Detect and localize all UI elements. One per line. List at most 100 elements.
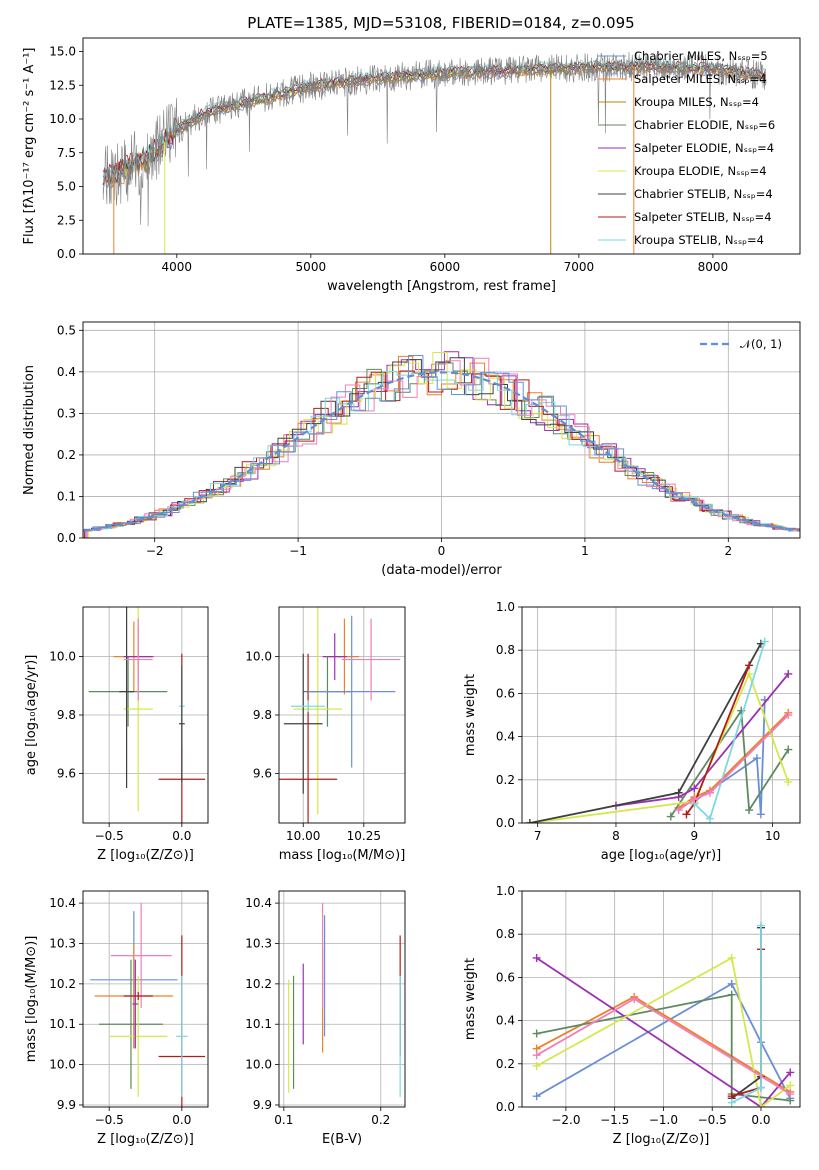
- y-tick-label: 0.4: [496, 1014, 515, 1028]
- y-tick-label: 9.6: [57, 766, 76, 780]
- weight-point-marker: [760, 637, 769, 646]
- y-axis-label: mass [log₁₀(M/M⊙)]: [24, 936, 39, 1063]
- x-tick-label: −1.0: [649, 1113, 678, 1127]
- residuals-plot-area: [83, 351, 800, 538]
- y-tick-label: 10.0: [49, 650, 76, 664]
- weight-point-marker: [727, 990, 736, 999]
- errorbar-point: [322, 633, 347, 680]
- gaussian-curve: [83, 371, 800, 532]
- weight-point-marker: [674, 788, 683, 797]
- y-tick-label: 9.9: [253, 1098, 272, 1112]
- y-tick-label: 0.2: [57, 448, 76, 462]
- axes-frame: [82, 321, 801, 539]
- y-tick-label: 1.0: [496, 884, 515, 898]
- x-tick-label: −2: [146, 544, 164, 558]
- x-tick-label: −0.5: [95, 1113, 124, 1127]
- weight_vs_age-plot-area: [525, 637, 793, 823]
- weight-point-marker: [727, 953, 736, 962]
- legend-label: Salpeter MILES, Nₛₛₚ=4: [634, 72, 767, 86]
- axes-frame: [278, 606, 406, 824]
- x-tick-label: −0.5: [95, 829, 124, 843]
- x-axis-label: wavelength [Angstrom, rest frame]: [327, 279, 556, 294]
- y-tick-label: 9.8: [57, 708, 76, 722]
- mass_vs_EBV-plot-area: [288, 903, 401, 1097]
- weight-point-marker: [786, 1090, 795, 1099]
- y-tick-label: 0.8: [496, 927, 515, 941]
- weight-point-marker: [532, 1061, 541, 1070]
- weight-series-line: [693, 699, 766, 815]
- age_vs_Z-panel: −0.5 0.0 9.6 9.8 10.0 Z [log₁₀(Z/Z⊙)] age [log…: [24, 606, 209, 863]
- errorbar-point: [176, 975, 188, 1097]
- y-axis-label: Normed distribution: [22, 365, 37, 495]
- legend-label: Kroupa ELODIE, Nₛₛₚ=4: [634, 164, 767, 178]
- weight-point-marker: [532, 1051, 541, 1060]
- histogram-series: [88, 352, 800, 538]
- y-tick-label: 5.0: [57, 180, 76, 194]
- x-axis-label: Z [log₁₀(Z/Z⊙)]: [97, 1132, 194, 1147]
- y-tick-label: 0.6: [496, 970, 515, 984]
- errorbar-point: [98, 959, 163, 1089]
- y-tick-label: 0.0: [496, 1100, 515, 1114]
- y-tick-label: 10.4: [245, 896, 272, 910]
- x-tick-label: 2: [724, 544, 732, 558]
- mass_vs_Z-plot-area: [90, 903, 206, 1107]
- age_vs_mass-panel: 10.00 10.25 9.6 9.8 10.0 mass [log₁₀(M/M⊙)]: [245, 606, 406, 863]
- weight-point-marker: [532, 1092, 541, 1101]
- y-tick-label: 12.5: [49, 78, 76, 92]
- weight-point-marker: [756, 1083, 765, 1092]
- y-tick-label: 10.0: [245, 650, 272, 664]
- y-axis-label: Flux [fλ10⁻¹⁷ erg cm⁻² s⁻¹ A⁻¹]: [22, 48, 37, 245]
- weight_vs_age-panel: 7 8 9 10 0.0 0.2 0.4 0.6 0.8 1.0 age [log₁₀(age/yr…: [463, 600, 801, 863]
- age_vs_Z-plot-area: [88, 607, 206, 823]
- residuals-panel: −2 −1 0 1 2 0.0 0.1 0.2 0.3 0.4 0.5 (data-model)/er…: [22, 321, 801, 578]
- age_vs_mass-plot-area: [279, 607, 401, 823]
- x-tick-label: 0.0: [751, 1113, 770, 1127]
- weight-series-line: [536, 982, 791, 1099]
- weight-point-marker: [682, 810, 691, 819]
- y-tick-label: 9.9: [57, 1098, 76, 1112]
- y-tick-label: 10.3: [245, 936, 272, 950]
- axes-frame: [82, 890, 209, 1108]
- histogram-series: [83, 371, 799, 531]
- weight-point-marker: [786, 1068, 795, 1077]
- x-axis-label: (data-model)/error: [381, 563, 502, 578]
- x-axis-label: Z [log₁₀(Z/Z⊙)]: [613, 1132, 710, 1147]
- x-axis-label: age [log₁₀(age/yr)]: [601, 848, 722, 863]
- y-tick-label: 0.1: [57, 489, 76, 503]
- errorbar-point: [178, 665, 185, 783]
- x-axis-label: mass [log₁₀(M/M⊙)]: [279, 848, 406, 863]
- y-tick-label: 0.4: [496, 730, 515, 744]
- x-tick-label: 1: [581, 544, 589, 558]
- weight-series-line: [615, 673, 789, 807]
- axes-frame: [82, 606, 209, 824]
- histogram-series: [86, 357, 800, 538]
- weight-point-marker: [674, 806, 683, 815]
- weight-series-line: [536, 957, 791, 1107]
- x-axis-label: Z [log₁₀(Z/Z⊙)]: [97, 848, 194, 863]
- mass_vs_Z-panel: −0.5 0.0 9.9 10.0 10.1 10.2 10.3 10.4 Z [log₁₀(Z…: [24, 890, 209, 1147]
- y-tick-label: 9.8: [253, 708, 272, 722]
- residuals-legend: 𝒩(0, 1): [700, 337, 782, 351]
- weight-point-marker: [705, 788, 714, 797]
- spectrum-panel: 4000 5000 6000 7000 8000 0.0 2.5 5.0 7.5 10.0 12.5…: [22, 37, 801, 294]
- weight-series-line: [678, 712, 789, 809]
- weight-series-line: [670, 708, 790, 817]
- y-tick-label: 0.2: [496, 1057, 515, 1071]
- weight-point-marker: [630, 995, 639, 1003]
- x-tick-label: 4000: [162, 260, 193, 274]
- weight-point-marker: [756, 921, 765, 930]
- weight-point-marker: [690, 784, 699, 793]
- y-axis-label: mass weight: [463, 674, 478, 756]
- legend-label: Kroupa STELIB, Nₛₛₚ=4: [634, 233, 764, 247]
- y-tick-label: 10.1: [245, 1017, 272, 1031]
- y-tick-label: 10.0: [245, 1058, 272, 1072]
- histogram-series: [83, 357, 795, 532]
- y-tick-label: 10.1: [49, 1017, 76, 1031]
- y-tick-label: 7.5: [57, 146, 76, 160]
- x-tick-label: 6000: [430, 260, 461, 274]
- x-tick-label: −1: [289, 544, 307, 558]
- weight-point-marker: [532, 953, 541, 962]
- histogram-series: [83, 370, 800, 538]
- x-tick-label: 0.0: [172, 829, 191, 843]
- weight-point-marker: [705, 814, 714, 823]
